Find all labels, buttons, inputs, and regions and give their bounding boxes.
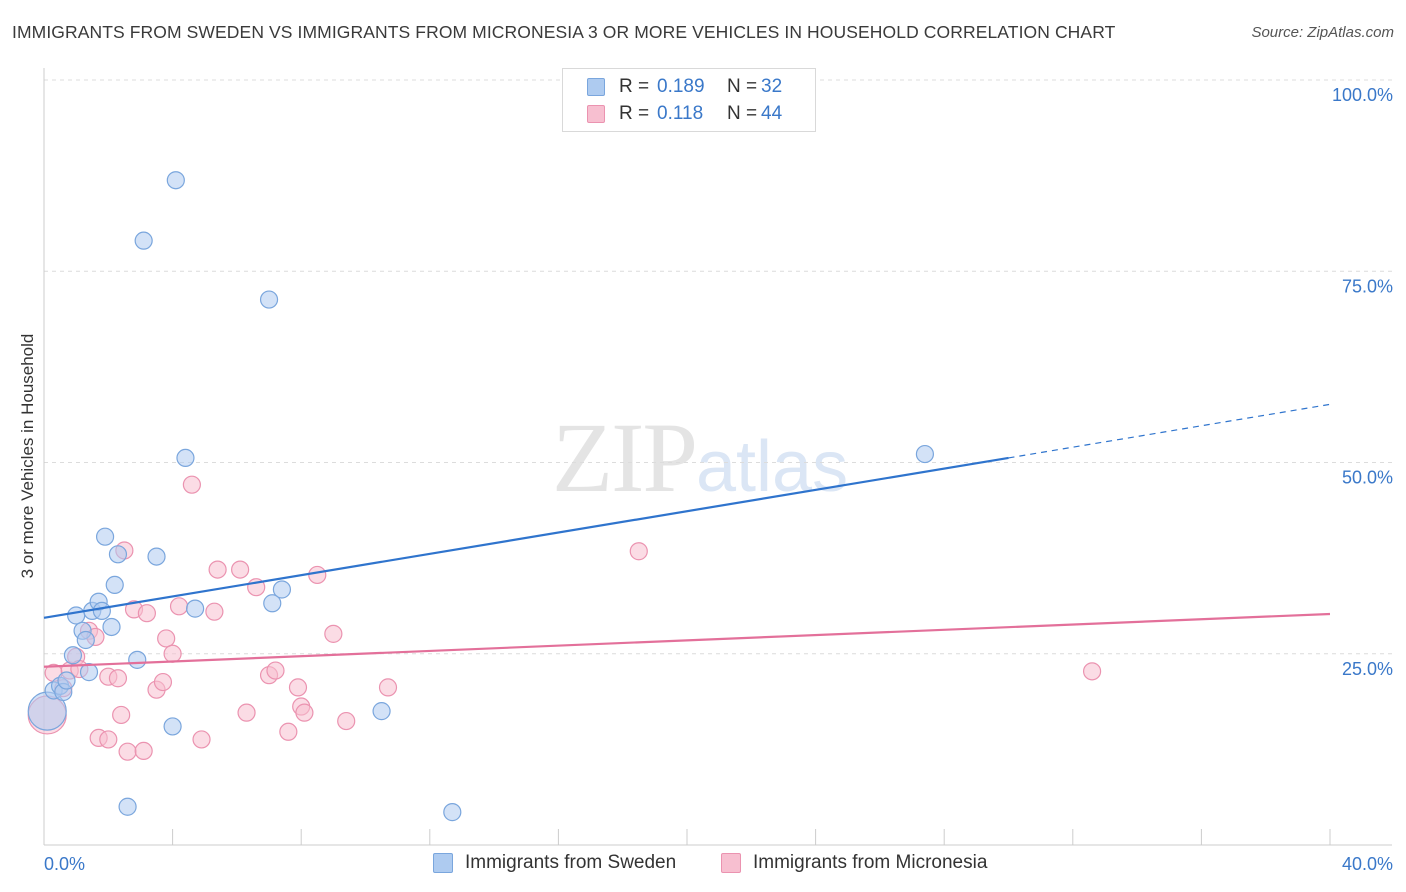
- legend-n-label: N =: [727, 76, 758, 97]
- point-micronesia: [134, 741, 153, 761]
- point-micronesia: [279, 722, 298, 741]
- point-micronesia: [169, 597, 189, 616]
- points-layer: [27, 171, 1102, 822]
- trend-line-micronesia: [43, 612, 1331, 668]
- point-sweden: [372, 702, 391, 721]
- point-sweden: [57, 671, 76, 690]
- point-micronesia: [108, 669, 128, 688]
- point-sweden: [186, 599, 205, 618]
- point-sweden: [76, 630, 95, 650]
- point-sweden: [263, 594, 282, 613]
- watermark: ZIPatlas: [552, 400, 848, 515]
- bottom-legend-sweden: Immigrants from Sweden: [433, 850, 676, 876]
- tick-label-layer: 25.0% 50.0% 75.0% 100.0% 0.0% 40.0%: [44, 85, 1393, 874]
- point-micronesia: [237, 703, 256, 722]
- source-label: Source: ZipAtlas.com: [1251, 24, 1394, 41]
- y-tick-label: 100.0%: [1332, 85, 1393, 105]
- point-sweden: [67, 606, 86, 625]
- legend-r-label: R =: [619, 103, 650, 124]
- chart-title: IMMIGRANTS FROM SWEDEN VS IMMIGRANTS FRO…: [12, 22, 1116, 42]
- y-axis-label: 3 or more Vehicles in Household: [18, 333, 37, 579]
- legend-label-sweden: Immigrants from Sweden: [465, 852, 677, 873]
- point-micronesia: [308, 565, 327, 585]
- axis-layer: [43, 68, 1392, 846]
- y-tick-label: 75.0%: [1342, 276, 1393, 296]
- point-micronesia: [295, 703, 314, 722]
- point-micronesia: [137, 604, 156, 623]
- legend-row-sweden: R = 0.189 N = 32: [587, 75, 782, 99]
- point-micronesia: [163, 644, 182, 663]
- legend-label-micronesia: Immigrants from Micronesia: [753, 852, 988, 873]
- point-micronesia: [157, 629, 176, 648]
- point-micronesia: [1082, 662, 1102, 681]
- point-sweden: [176, 448, 195, 468]
- y-tick-label: 25.0%: [1342, 659, 1393, 679]
- point-sweden: [95, 527, 115, 546]
- point-sweden: [79, 663, 99, 682]
- x-tick-label: 40.0%: [1342, 854, 1393, 874]
- point-sweden: [105, 575, 124, 595]
- point-sweden: [92, 601, 111, 621]
- point-micronesia: [99, 730, 118, 749]
- point-micronesia: [337, 711, 356, 731]
- point-sweden: [915, 444, 935, 464]
- bottom-legend-micronesia: Immigrants from Micronesia: [721, 850, 987, 876]
- point-micronesia: [192, 730, 211, 749]
- trend-layer: [43, 403, 1331, 668]
- point-micronesia: [288, 678, 308, 697]
- point-sweden: [134, 231, 153, 250]
- legend-swatch-micronesia: [721, 853, 741, 873]
- legend-n-value: 44: [761, 103, 783, 124]
- point-sweden: [259, 290, 279, 309]
- point-sweden: [108, 545, 128, 564]
- watermark-zip: ZIP: [552, 402, 698, 513]
- point-sweden: [272, 580, 292, 599]
- point-micronesia: [324, 624, 343, 643]
- point-micronesia: [153, 672, 173, 692]
- legend-swatch-sweden: [587, 78, 605, 96]
- point-micronesia: [112, 705, 131, 725]
- legend-swatch-micronesia: [587, 105, 605, 123]
- point-micronesia: [208, 560, 227, 579]
- point-micronesia: [182, 475, 201, 494]
- point-micronesia: [118, 742, 137, 761]
- point-sweden: [118, 797, 137, 816]
- point-micronesia: [378, 678, 398, 697]
- legend-r-value: 0.189: [657, 76, 705, 97]
- legend-r-value: 0.118: [657, 103, 704, 124]
- legend-n-label: N =: [727, 103, 758, 124]
- point-sweden: [166, 171, 185, 190]
- point-sweden: [163, 717, 182, 736]
- watermark-atlas: atlas: [696, 427, 849, 507]
- legend-n-value: 32: [761, 76, 783, 97]
- y-tick-label: 50.0%: [1342, 468, 1393, 488]
- point-micronesia: [205, 602, 224, 621]
- point-micronesia: [629, 542, 648, 561]
- point-sweden: [102, 617, 121, 637]
- point-micronesia: [266, 661, 285, 680]
- legend-row-micronesia: R = 0.118 N = 44: [587, 102, 782, 126]
- trend-line-sweden: [43, 456, 1009, 619]
- point-sweden: [63, 646, 83, 665]
- trend-line-extension-sweden: [1008, 403, 1331, 459]
- legend-swatch-sweden: [433, 853, 453, 873]
- point-sweden: [443, 803, 462, 822]
- correlation-legend: R = 0.189 N = 32 R = 0.118 N = 44: [562, 68, 816, 132]
- point-sweden: [128, 650, 147, 669]
- point-sweden: [147, 547, 166, 566]
- point-micronesia: [231, 560, 250, 579]
- legend-r-label: R =: [619, 76, 650, 97]
- x-tick-label: 0.0%: [44, 854, 85, 874]
